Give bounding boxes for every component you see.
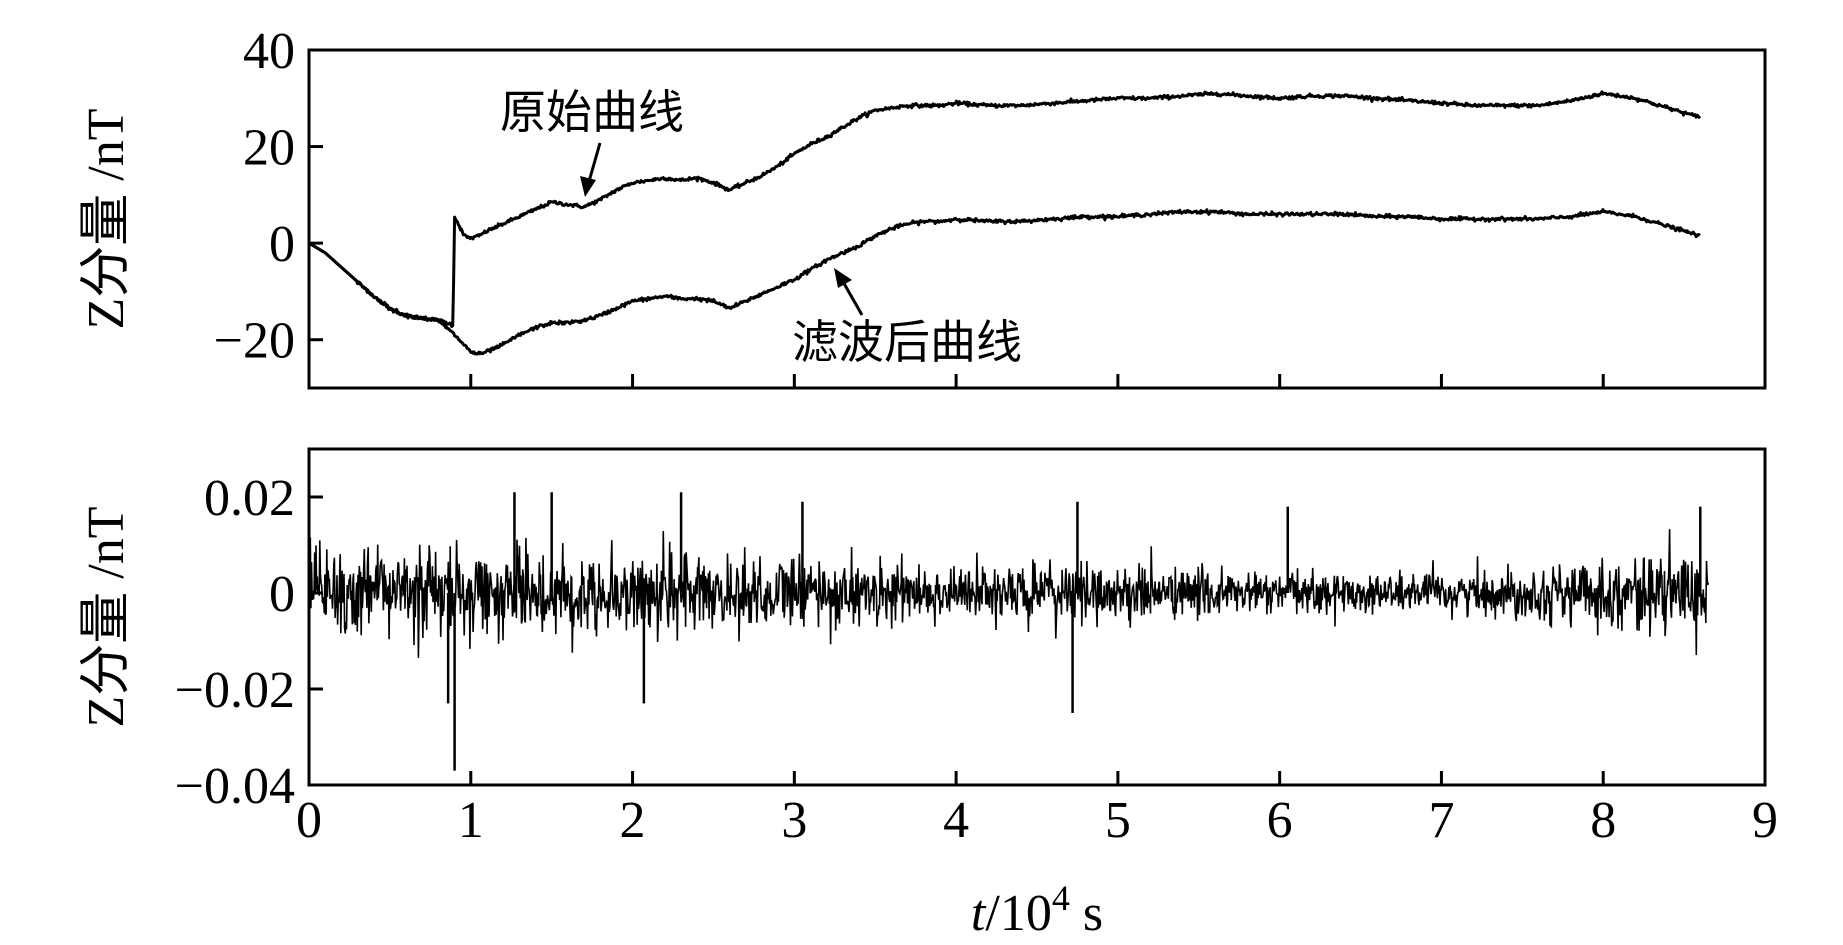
annotation-original-arrow [586, 142, 602, 186]
top-y-tick-label: 0 [269, 216, 295, 273]
top-x-ticks [469, 374, 1605, 388]
annotation-filtered-arrowhead [834, 268, 852, 288]
bottom-panel: 0.02 0 −0.02 −0.04 0 1 2 3 4 5 6 7 8 9 Z分量 /nT t/104… [78, 447, 1778, 942]
annotation-filtered: 滤波后曲线 [792, 268, 1022, 369]
bottom-y-tick-label: −0.02 [175, 662, 295, 719]
bottom-y-tick-label: 0 [269, 566, 295, 623]
bottom-y-axis: 0.02 0 −0.02 −0.04 [175, 470, 323, 815]
top-y-tick-label: 20 [243, 120, 295, 177]
series-original-line [308, 90, 1702, 328]
bottom-plot-frame [307, 447, 1767, 787]
bottom-y-tick-label: 0.02 [204, 470, 295, 527]
top-y-axis: 40 20 0 −20 [214, 23, 323, 370]
annotation-original: 原始曲线 [500, 85, 684, 197]
bottom-x-tick-label: 6 [1267, 792, 1293, 849]
noise-trace [308, 529, 1710, 658]
annotation-original-arrowhead [580, 176, 596, 197]
bottom-x-tick-label: 2 [620, 792, 646, 849]
series-filtered-line [308, 208, 1701, 356]
annotation-original-label: 原始曲线 [500, 85, 684, 139]
bottom-x-tick-label: 1 [458, 792, 484, 849]
bottom-x-tick-label: 4 [943, 792, 969, 849]
bottom-x-axis: 0 1 2 3 4 5 6 7 8 9 [296, 771, 1778, 849]
bottom-x-tick-label: 8 [1590, 792, 1616, 849]
top-y-tick-label: 40 [243, 23, 295, 80]
top-plot-frame [307, 48, 1767, 390]
bottom-x-tick-label: 7 [1428, 792, 1454, 849]
annotation-filtered-label: 滤波后曲线 [792, 315, 1022, 369]
bottom-series-group [308, 492, 1710, 771]
bottom-x-tick-label: 0 [296, 792, 322, 849]
top-panel: 40 20 0 −20 Z分量 /nT 原始曲线 滤波后曲线 [78, 23, 1767, 390]
bottom-x-tick-label: 3 [781, 792, 807, 849]
bottom-x-tick-label: 5 [1105, 792, 1131, 849]
bottom-y-axis-label: Z分量 /nT [78, 507, 135, 728]
annotation-filtered-arrow [840, 279, 864, 316]
top-series-group [308, 90, 1702, 356]
bottom-y-tick-label: −0.04 [175, 758, 295, 815]
top-y-tick-label: −20 [214, 313, 295, 370]
x-axis-label: t/104 s [971, 878, 1103, 942]
top-y-axis-label: Z分量 /nT [78, 109, 135, 330]
bottom-x-tick-label: 9 [1752, 792, 1778, 849]
